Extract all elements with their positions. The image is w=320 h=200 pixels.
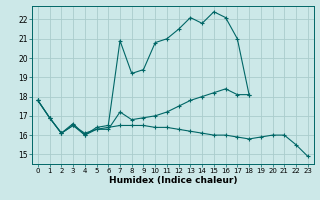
X-axis label: Humidex (Indice chaleur): Humidex (Indice chaleur) bbox=[108, 176, 237, 185]
